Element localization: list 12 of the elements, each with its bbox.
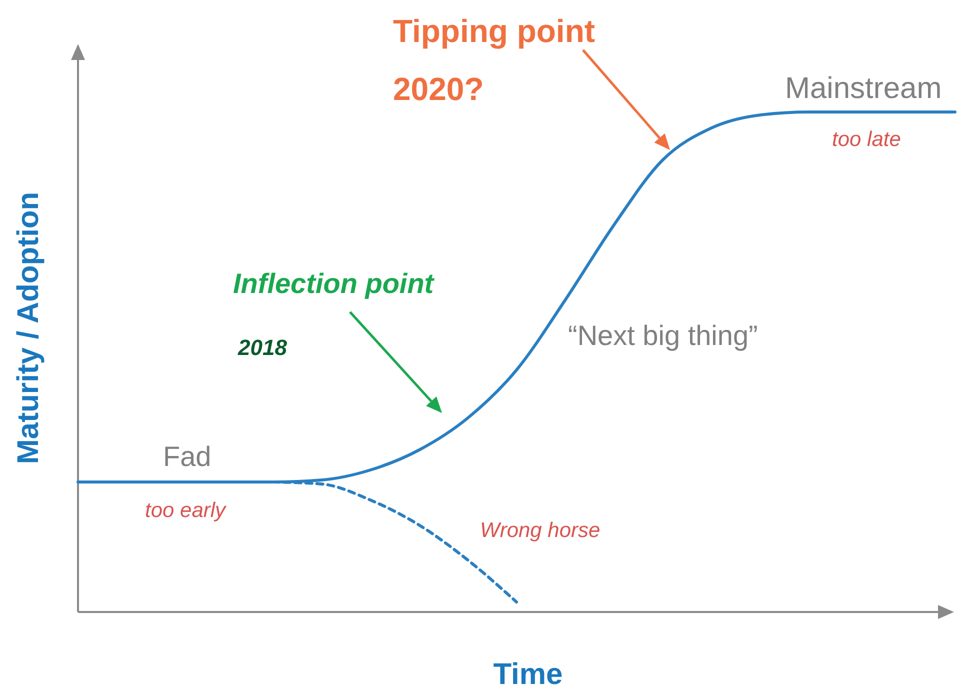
annotation: too early bbox=[145, 499, 228, 522]
text: 2020? bbox=[393, 71, 484, 107]
text: Mainstream bbox=[785, 72, 942, 105]
annotation: Wrong horse bbox=[480, 519, 600, 542]
x-axis-title: Time bbox=[493, 658, 563, 688]
annotation: 2018 bbox=[237, 335, 288, 360]
y-axis-title: Maturity / Adoption bbox=[12, 192, 45, 464]
annotation: “Next big thing” bbox=[568, 320, 758, 351]
text: Tipping point bbox=[393, 13, 596, 49]
annotation: Fad bbox=[163, 441, 212, 472]
annotation: too late bbox=[832, 128, 901, 151]
annotation: Inflection point bbox=[233, 268, 436, 299]
